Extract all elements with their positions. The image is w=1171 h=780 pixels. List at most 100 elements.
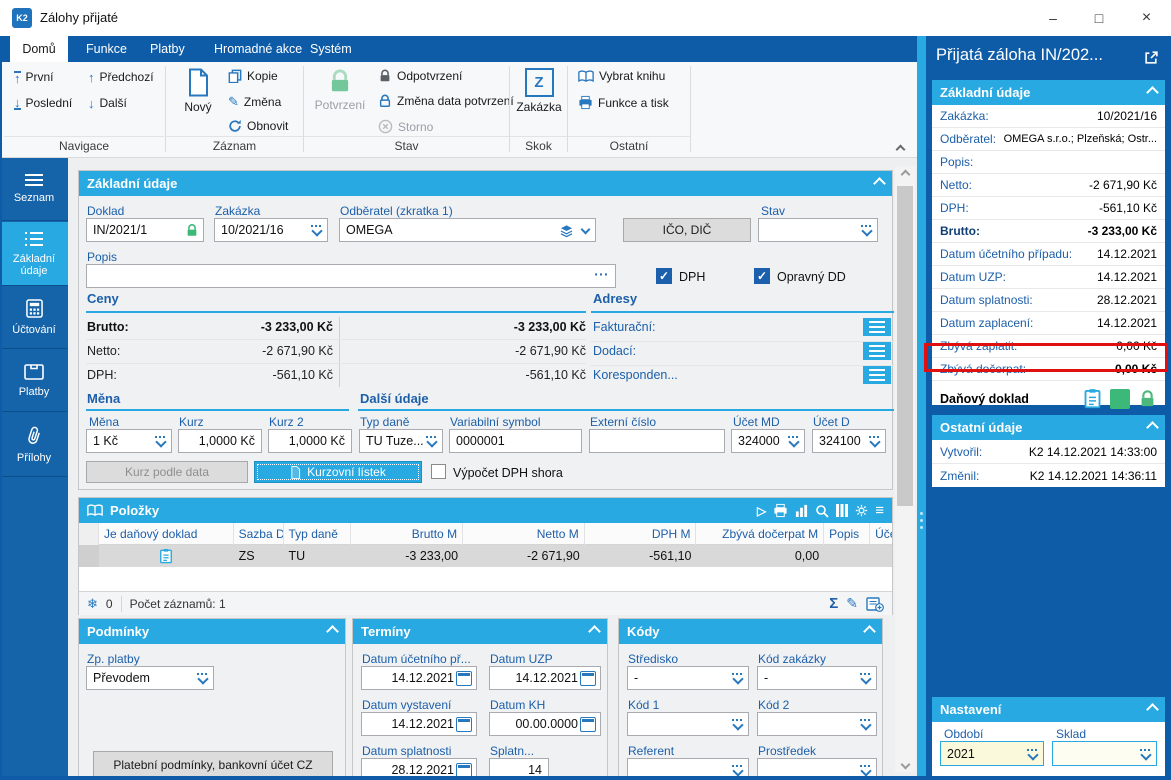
columns-icon[interactable] [836,504,849,517]
kod2-input[interactable] [757,712,877,736]
calendar-icon[interactable] [580,671,596,686]
kod1-input[interactable] [627,712,749,736]
refresh-button[interactable]: Obnovit [228,119,288,133]
panel-splitter[interactable] [917,36,926,780]
confirm-button[interactable]: Potvrzení [310,68,370,112]
platebni-podminky-button[interactable]: Platební podmínky, bankovní účet CZ [93,751,333,779]
close-button[interactable]: × [1141,9,1152,26]
korespondencni-menu-button[interactable] [863,366,891,384]
calendar-icon[interactable] [456,717,472,732]
dropdown-icon[interactable] [424,435,438,447]
tab-domu[interactable]: Domů [10,36,68,62]
externi-cislo-input[interactable] [589,429,725,453]
dropdown-icon[interactable] [730,672,744,684]
col-ucet[interactable]: Účet [875,527,892,541]
ico-dic-button[interactable]: IČO, DIČ [623,218,751,242]
collapse-icon[interactable] [1146,703,1159,716]
minimize-button[interactable]: – [1049,10,1057,26]
print-icon[interactable] [773,503,788,518]
chevron-down-icon[interactable] [580,224,591,235]
tab-funkce[interactable]: Funkce [86,42,127,56]
select-book-button[interactable]: Vybrat knihu [578,69,665,83]
dropdown-icon[interactable] [309,224,323,236]
snowflake-freeze-icon[interactable] [87,596,98,612]
stredisko-input[interactable]: - [627,666,749,690]
storno-button[interactable]: Storno [378,119,433,134]
sidebar-item-zakladni-udaje[interactable]: Základní údaje [0,222,68,286]
collapse-icon[interactable] [588,625,601,638]
dropdown-icon[interactable] [1025,748,1039,760]
dropdown-icon[interactable] [195,672,209,684]
dropdown-icon[interactable] [858,718,872,730]
copy-button[interactable]: Kopie [228,69,278,83]
fakturacni-menu-button[interactable] [863,318,891,336]
nav-next-button[interactable]: ↓ Další [88,95,127,111]
ellipsis-icon[interactable] [594,267,609,282]
typ-dane-input[interactable]: TU Tuze... [359,429,443,453]
add-record-icon[interactable] [866,596,884,612]
opravny-dd-checkbox[interactable] [754,268,770,284]
datum-ucetniho-input[interactable]: 14.12.2021 [361,666,477,690]
col-dph-m[interactable]: DPH M [585,523,697,545]
nav-last-button[interactable]: ↓ Poslední [14,94,73,110]
settings-gear-icon[interactable] [855,504,868,517]
col-sazba-d[interactable]: Sazba D [234,523,284,545]
tab-platby[interactable]: Platby [150,42,185,56]
variabilni-symbol-input[interactable]: 0000001 [449,429,582,453]
ucet-md-input[interactable]: 324000 [731,429,805,453]
collapse-icon[interactable] [873,177,886,190]
sidebar-item-seznam[interactable]: Seznam [0,158,68,221]
col-je-danovy-doklad[interactable]: Je daňový doklad [99,523,234,545]
calendar-icon[interactable] [456,671,472,686]
jump-zakazka-button[interactable]: Z Zakázka [513,68,565,114]
mena-input[interactable]: 1 Kč [86,429,172,453]
dropdown-icon[interactable] [730,764,744,776]
collapse-icon[interactable] [1146,421,1159,434]
col-netto-m[interactable]: Netto M [463,523,585,545]
unconfirm-button[interactable]: Odpotvrzení [378,69,462,83]
collapse-icon[interactable] [863,625,876,638]
sidebar-item-platby[interactable]: Platby [0,350,68,412]
datum-kh-input[interactable]: 00.00.0000 [489,712,601,736]
col-popis[interactable]: Popis [824,523,871,545]
datum-vystaveni-input[interactable]: 14.12.2021 [361,712,477,736]
kurz-input[interactable]: 1,0000 Kč [178,429,262,453]
search-icon[interactable] [815,504,829,518]
edit-button[interactable]: Změna [228,94,281,110]
edit-pencil-icon[interactable] [846,595,858,612]
scroll-up-icon[interactable] [895,166,915,182]
menu-icon[interactable] [875,502,884,519]
vypocet-dph-checkbox[interactable] [431,464,446,479]
obdobi-input[interactable]: 2021 [940,741,1044,766]
collapse-icon[interactable] [326,625,339,638]
popis-input[interactable] [86,264,616,288]
calendar-icon[interactable] [580,717,596,732]
external-link-icon[interactable] [1144,50,1159,65]
prostredek-input[interactable] [757,758,877,780]
kod-zakazky-input[interactable]: - [757,666,877,690]
change-confirm-date-button[interactable]: Změna data potvrzení [378,94,514,108]
dropdown-icon[interactable] [867,435,881,447]
table-row[interactable]: ZS TU -3 233,00 -2 671,90 -561,10 0,00 [79,545,892,567]
functions-print-button[interactable]: Funkce a tisk [578,95,669,110]
layers-icon[interactable] [560,224,573,238]
dodaci-menu-button[interactable] [863,342,891,360]
dropdown-icon[interactable] [730,718,744,730]
kurz2-input[interactable]: 1,0000 Kč [268,429,352,453]
nav-previous-button[interactable]: ↑ Předchozí [88,69,154,85]
doklad-input[interactable]: IN/2021/1 [86,218,204,242]
play-icon[interactable] [757,504,766,518]
referent-input[interactable] [627,758,749,780]
dropdown-icon[interactable] [858,672,872,684]
nav-first-button[interactable]: ↑ První [14,70,54,86]
dropdown-icon[interactable] [858,764,872,776]
ucet-d-input[interactable]: 324100 [812,429,886,453]
dropdown-icon[interactable] [786,435,800,447]
dph-checkbox[interactable] [656,268,672,284]
zp-platby-input[interactable]: Převodem [86,666,214,690]
col-typ-dane[interactable]: Typ daně [284,523,352,545]
dropdown-icon[interactable] [1138,748,1152,760]
kurz-podle-data-button[interactable]: Kurz podle data [86,461,248,483]
chart-icon[interactable] [795,504,808,517]
tab-system[interactable]: Systém [310,42,352,56]
